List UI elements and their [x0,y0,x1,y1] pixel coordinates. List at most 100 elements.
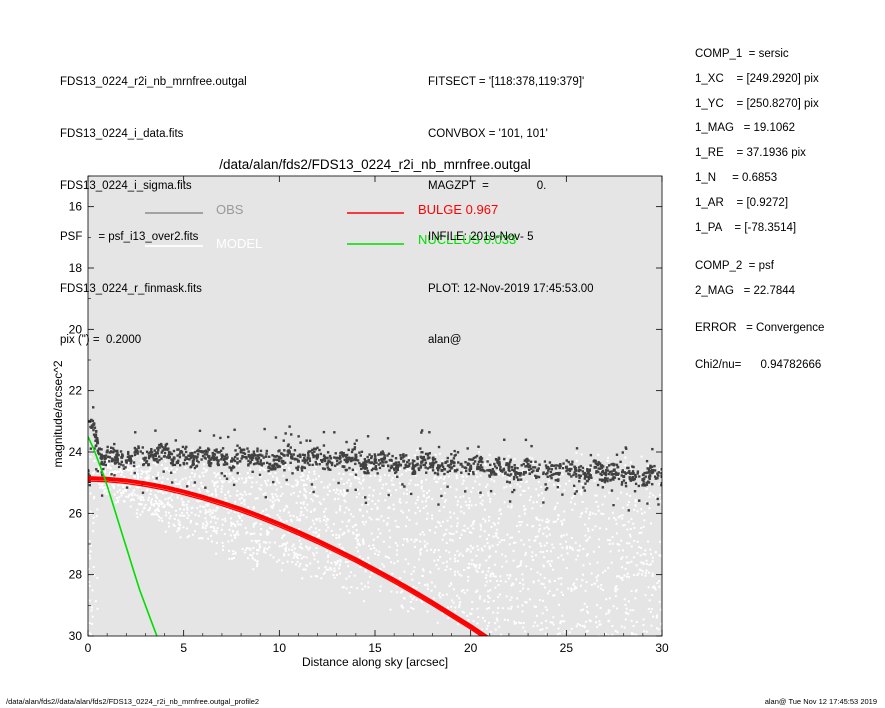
obs-point [363,496,367,499]
header-line: FDS13_0224_i_sigma.fits [60,179,192,192]
model-point [156,507,159,510]
model-point [125,495,128,498]
model-point [326,486,329,489]
model-point [637,572,640,575]
model-point [313,472,316,475]
obs-point [303,461,307,464]
obs-point [262,456,265,459]
model-point [367,581,370,584]
obs-point [395,470,398,473]
model-point [374,552,377,555]
model-point [231,539,234,542]
model-point [323,515,326,518]
model-point [89,557,92,560]
model-point [478,597,481,600]
model-point [636,637,638,639]
model-point [488,547,491,550]
model-point [89,492,92,495]
model-point [582,608,585,611]
model-point [489,497,492,500]
model-point [153,479,156,482]
obs-point [587,477,591,481]
obs-point [286,453,289,457]
obs-point [654,477,658,480]
obs-point [399,456,403,459]
model-point [516,605,519,608]
model-point [597,634,600,636]
model-point [281,492,284,495]
model-point [212,525,215,528]
model-point [176,496,179,499]
model-point [621,566,624,569]
obs-point [354,453,358,457]
obs-point [343,465,346,468]
model-point [318,501,321,504]
param-line: 1_RE = 37.1936 pix [695,147,806,160]
obs-point [384,460,387,464]
obs-point [116,449,119,453]
model-point [626,503,629,506]
model-point [254,539,257,542]
model-point [222,545,225,548]
obs-point [650,471,653,475]
model-point [586,630,589,633]
model-point [317,533,320,536]
model-point [362,496,365,499]
model-point [193,475,196,478]
model-point [356,488,359,491]
obs-point [170,452,174,456]
model-point [376,507,379,510]
obs-point [115,453,119,457]
obs-point [111,451,115,454]
model-point [237,523,240,526]
model-point [492,599,495,602]
model-point [313,470,316,473]
obs-point [566,468,569,471]
obs-point [198,450,201,453]
model-point [388,474,391,477]
obs-point [426,452,430,456]
obs-point [392,467,396,470]
obs-point [421,451,424,454]
obs-point [273,464,276,468]
model-point [144,477,147,480]
obs-point [442,467,446,471]
model-point [119,467,122,470]
obs-point [110,473,113,476]
obs-point [424,452,428,456]
obs-point [631,465,634,468]
obs-point [201,450,205,454]
obs-point [628,470,631,473]
obs-point [167,455,170,458]
model-point [395,489,398,492]
model-point [358,478,361,481]
obs-point [251,470,254,474]
model-point [364,568,367,571]
model-point [215,494,218,497]
obs-point [359,454,362,457]
model-point [287,511,290,514]
model-point [309,479,312,482]
model-point [216,507,219,510]
model-point [414,484,417,487]
model-point [658,580,661,583]
obs-point [558,466,561,470]
model-point [338,509,341,512]
obs-point [195,464,199,468]
obs-point [533,466,537,469]
obs-point [586,468,589,471]
model-point [112,484,115,487]
model-point [422,569,425,572]
obs-point [645,459,649,463]
model-point [441,594,444,597]
model-point [429,548,432,551]
model-point [302,514,305,517]
model-point [442,505,445,508]
model-point [487,494,490,497]
model-point [279,460,282,463]
model-point [120,473,123,476]
obs-point [424,461,428,464]
model-point [356,477,359,480]
model-point [553,520,556,523]
obs-point [542,472,545,476]
